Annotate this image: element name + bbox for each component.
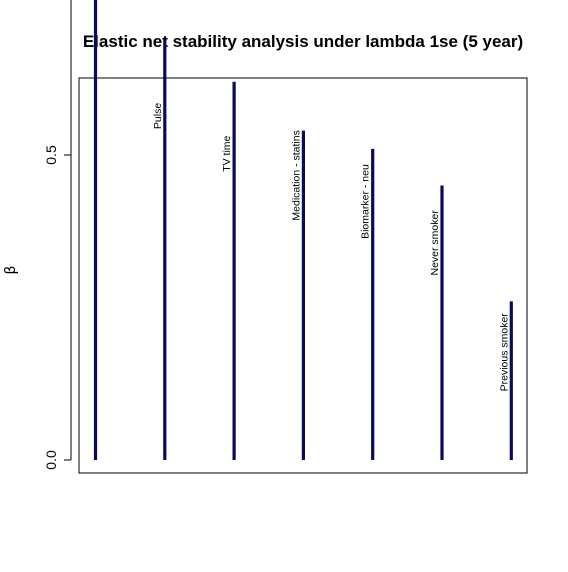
y-axis: 0.00.51.0 — [43, 0, 72, 470]
chart-title: Elastic net stability analysis under lam… — [83, 32, 523, 51]
plot-frame — [78, 77, 528, 474]
bar-label: Previous smoker — [498, 313, 510, 392]
y-tick-label: 0.5 — [43, 145, 59, 165]
bar-label: TV time — [221, 135, 233, 171]
y-tick-label: 0.0 — [43, 450, 59, 470]
bar-label: Biomarker - neu — [360, 164, 372, 239]
bar-label: Pulse — [152, 103, 164, 129]
y-axis-label: β — [3, 266, 19, 275]
bar-label: Never smoker — [429, 210, 441, 276]
bar-label: Medication - statins — [290, 130, 302, 220]
